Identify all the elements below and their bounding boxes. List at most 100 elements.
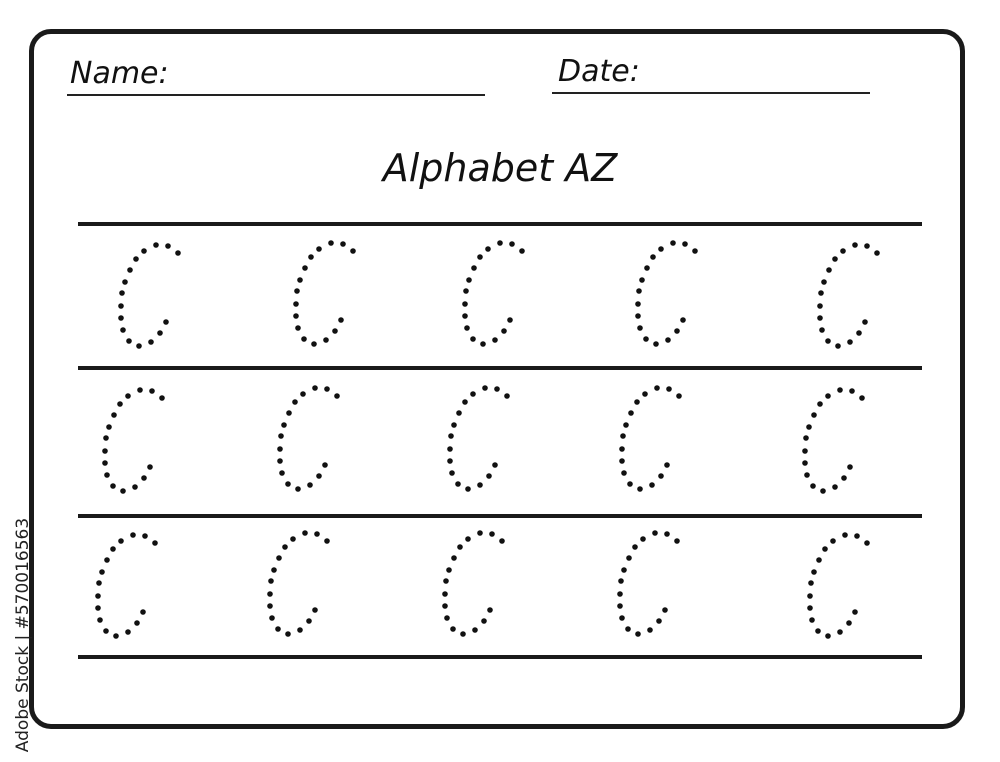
- trace-dot: [141, 475, 147, 481]
- trace-dot: [666, 386, 672, 392]
- trace-dot: [811, 412, 817, 418]
- trace-dot: [652, 530, 658, 536]
- trace-dot: [617, 603, 623, 609]
- trace-dot: [148, 339, 154, 345]
- trace-dot: [642, 391, 648, 397]
- trace-dot: [821, 279, 827, 285]
- trace-dot: [106, 424, 112, 430]
- dotted-letter-c: [95, 532, 158, 639]
- trace-dot: [301, 336, 307, 342]
- trace-dot: [864, 243, 870, 249]
- trace-dot: [482, 385, 488, 391]
- trace-dot: [470, 391, 476, 397]
- trace-dot: [807, 593, 813, 599]
- trace-dot: [132, 484, 138, 490]
- trace-dot: [163, 319, 169, 325]
- trace-dot: [874, 250, 880, 256]
- trace-dot: [804, 472, 810, 478]
- trace-dot: [117, 401, 123, 407]
- trace-dot: [854, 533, 860, 539]
- dotted-letter-c: [267, 530, 330, 637]
- trace-dot: [159, 395, 165, 401]
- trace-dot: [802, 448, 808, 454]
- trace-dot: [859, 395, 865, 401]
- trace-dot: [477, 254, 483, 260]
- trace-dot: [647, 627, 653, 633]
- trace-dot: [621, 470, 627, 476]
- dotted-letter-c: [447, 385, 510, 492]
- trace-dot: [665, 337, 671, 343]
- trace-dot: [295, 325, 301, 331]
- dotted-letter-c: [617, 530, 680, 637]
- trace-dot: [676, 393, 682, 399]
- trace-dot: [489, 531, 495, 537]
- trace-dot: [852, 609, 858, 615]
- trace-dot: [267, 591, 273, 597]
- trace-dot: [825, 633, 831, 639]
- trace-dot: [125, 393, 131, 399]
- dotted-letter-c: [802, 387, 865, 494]
- trace-dot: [492, 337, 498, 343]
- trace-dot: [316, 246, 322, 252]
- trace-dot: [471, 265, 477, 271]
- trace-dot: [842, 532, 848, 538]
- trace-dot: [442, 591, 448, 597]
- trace-dot: [806, 424, 812, 430]
- trace-dot: [153, 242, 159, 248]
- writing-rule: [78, 655, 922, 659]
- trace-dot: [481, 618, 487, 624]
- trace-dot: [477, 530, 483, 536]
- trace-dot: [819, 327, 825, 333]
- trace-dot: [462, 399, 468, 405]
- trace-dot: [457, 544, 463, 550]
- trace-dot: [864, 540, 870, 546]
- trace-dot: [152, 540, 158, 546]
- trace-dot: [104, 472, 110, 478]
- worksheet-border: [29, 29, 965, 729]
- trace-dot: [637, 325, 643, 331]
- trace-dot: [654, 385, 660, 391]
- trace-dot: [95, 593, 101, 599]
- dotted-letter-c: [635, 240, 698, 347]
- trace-dot: [443, 578, 449, 584]
- trace-dot: [808, 580, 814, 586]
- trace-dot: [849, 388, 855, 394]
- trace-dot: [837, 387, 843, 393]
- trace-dot: [350, 248, 356, 254]
- trace-dot: [267, 603, 273, 609]
- trace-dot: [466, 277, 472, 283]
- trace-dot: [809, 617, 815, 623]
- trace-dot: [140, 609, 146, 615]
- trace-dot: [507, 317, 513, 323]
- trace-dot: [456, 410, 462, 416]
- trace-dot: [279, 470, 285, 476]
- trace-dot: [292, 399, 298, 405]
- worksheet-title: Alphabet AZ: [382, 146, 618, 190]
- trace-dot: [127, 267, 133, 273]
- trace-dot: [125, 629, 131, 635]
- trace-dot: [619, 458, 625, 464]
- trace-dot: [103, 628, 109, 634]
- trace-dot: [856, 330, 862, 336]
- trace-dot: [835, 343, 841, 349]
- trace-dot: [120, 488, 126, 494]
- trace-dot: [334, 393, 340, 399]
- trace-dot: [447, 458, 453, 464]
- trace-dot: [103, 435, 109, 441]
- trace-dot: [282, 544, 288, 550]
- trace-dot: [102, 448, 108, 454]
- trace-dot: [841, 475, 847, 481]
- trace-dot: [847, 339, 853, 345]
- trace-dot: [323, 337, 329, 343]
- trace-dot: [811, 569, 817, 575]
- trace-dot: [817, 315, 823, 321]
- trace-dot: [825, 393, 831, 399]
- trace-dot: [830, 538, 836, 544]
- trace-dot: [338, 317, 344, 323]
- trace-dot: [149, 388, 155, 394]
- trace-dot: [322, 462, 328, 468]
- trace-dot: [692, 248, 698, 254]
- trace-dot: [862, 319, 868, 325]
- trace-dot: [442, 603, 448, 609]
- trace-dot: [312, 385, 318, 391]
